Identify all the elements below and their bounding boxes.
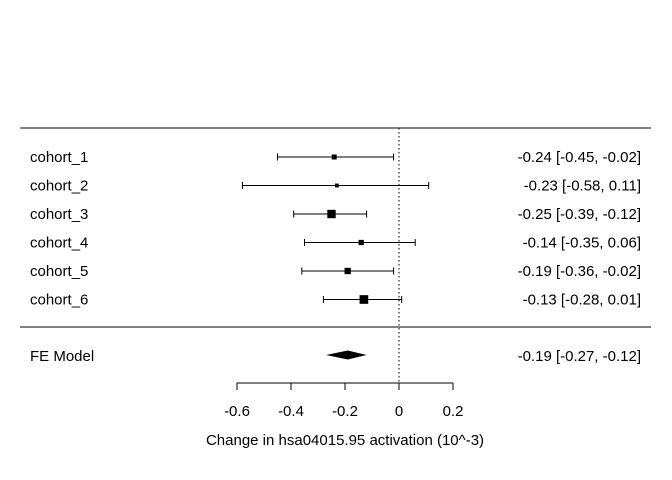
estimate-text: -0.14 [-0.35, 0.06] <box>523 235 641 252</box>
study-label: cohort_2 <box>30 178 88 195</box>
estimate-text: -0.23 [-0.58, 0.11] <box>524 178 641 195</box>
study-label: cohort_6 <box>30 292 88 309</box>
x-axis: -0.6 -0.4 -0.2 0 0.2 <box>224 382 464 420</box>
study-row: cohort_1 -0.24 [-0.45, -0.02] <box>30 149 641 166</box>
study-label: cohort_3 <box>30 206 88 223</box>
point-estimate-square <box>344 267 351 275</box>
x-axis-label: Change in hsa04015.95 activation (10^-3) <box>206 432 484 449</box>
x-tick-label: -0.6 <box>224 403 250 420</box>
study-row: cohort_3 -0.25 [-0.39, -0.12] <box>30 206 641 223</box>
x-tick-label: -0.2 <box>332 403 358 420</box>
study-label: cohort_1 <box>30 149 88 166</box>
estimate-text: -0.19 [-0.36, -0.02] <box>518 263 641 280</box>
study-row: cohort_6 -0.13 [-0.28, 0.01] <box>30 292 641 309</box>
summary-label: FE Model <box>30 348 94 365</box>
summary-diamond <box>326 350 367 360</box>
point-estimate-square <box>359 295 369 304</box>
study-label: cohort_4 <box>30 235 88 252</box>
estimate-text: -0.25 [-0.39, -0.12] <box>518 206 641 223</box>
study-row: cohort_2 -0.23 [-0.58, 0.11] <box>30 178 641 195</box>
point-estimate-square <box>331 154 337 160</box>
estimate-text: -0.24 [-0.45, -0.02] <box>518 149 641 166</box>
x-tick-label: 0 <box>395 403 403 420</box>
point-estimate-square <box>358 239 364 246</box>
study-row: cohort_5 -0.19 [-0.36, -0.02] <box>30 263 641 280</box>
summary-estimate-text: -0.19 [-0.27, -0.12] <box>518 348 641 365</box>
x-tick-label: -0.4 <box>278 403 304 420</box>
study-row: cohort_4 -0.14 [-0.35, 0.06] <box>30 235 641 252</box>
point-estimate-square <box>334 183 339 188</box>
study-rows: cohort_1 -0.24 [-0.45, -0.02] cohort_2 -0.2… <box>30 149 641 309</box>
point-estimate-square <box>327 209 336 219</box>
x-tick-label: 0.2 <box>443 403 464 420</box>
summary-row: FE Model -0.19 [-0.27, -0.12] <box>30 348 641 365</box>
estimate-text: -0.13 [-0.28, 0.01] <box>523 292 641 309</box>
study-label: cohort_5 <box>30 263 88 280</box>
